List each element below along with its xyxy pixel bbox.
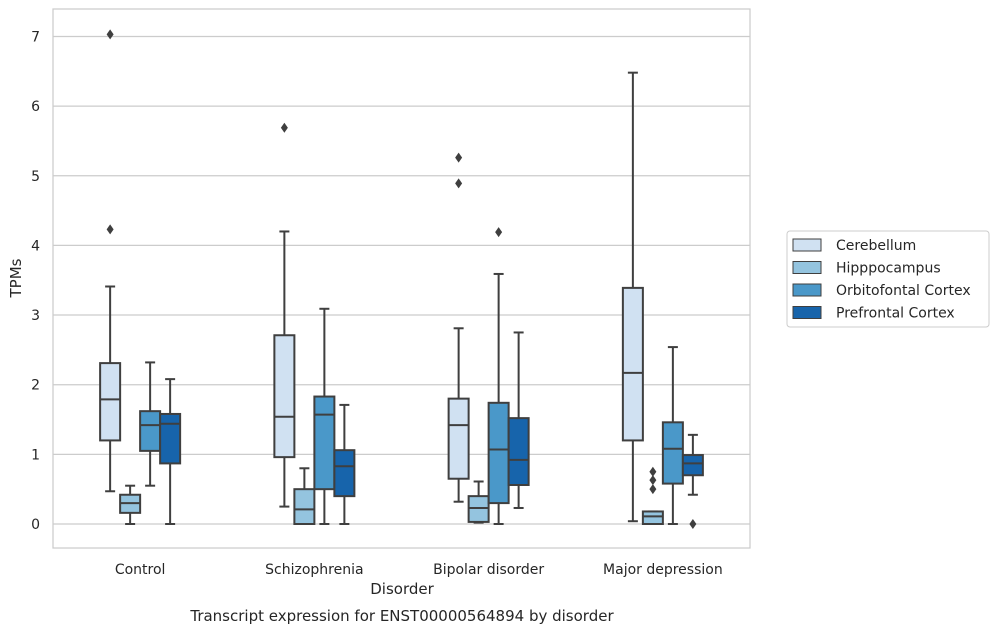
- y-tick-label: 4: [31, 238, 40, 254]
- box-plot: [99, 29, 122, 493]
- box-iqr: [661, 421, 684, 485]
- y-tick-label: 0: [31, 517, 40, 533]
- y-tick-label: 1: [31, 447, 40, 463]
- box-plot: [447, 152, 470, 503]
- box-iqr: [447, 397, 470, 480]
- box-plot: [293, 467, 316, 525]
- box-plot: [507, 331, 530, 509]
- box-iqr: [273, 334, 296, 459]
- outlier-point: [689, 519, 697, 529]
- box-iqr: [99, 362, 122, 442]
- box-iqr: [313, 395, 336, 491]
- outlier-point: [106, 224, 114, 235]
- box-plot: [159, 378, 182, 525]
- outlier-point: [649, 466, 657, 477]
- legend-label: Orbitofontal Cortex: [836, 283, 971, 299]
- outlier-point: [495, 227, 503, 238]
- legend-swatch: [792, 283, 822, 297]
- outlier-point: [455, 152, 463, 163]
- box-plot: [681, 433, 704, 529]
- box-iqr: [681, 454, 704, 477]
- box-plot: [641, 466, 664, 526]
- box-plot: [119, 484, 142, 525]
- box-iqr: [159, 412, 182, 465]
- y-axis-label: TPMs: [7, 258, 25, 298]
- x-tick-label: Control: [115, 562, 166, 578]
- box-plot: [467, 480, 490, 524]
- box-plot: [661, 346, 684, 525]
- legend-frame: [786, 230, 990, 328]
- plot-frame: [52, 8, 751, 549]
- y-tick-label: 3: [31, 308, 40, 324]
- outlier-point: [649, 475, 657, 486]
- box-iqr: [507, 417, 530, 486]
- legend-label: Hipppocampus: [836, 261, 941, 277]
- y-tick-label: 7: [31, 29, 40, 45]
- outlier-point: [455, 178, 463, 189]
- box-plot: [621, 71, 644, 523]
- y-tick-label: 5: [31, 169, 40, 185]
- y-tick-label: 6: [31, 99, 40, 115]
- chart-caption: Transcript expression for ENST0000056489…: [189, 607, 614, 625]
- y-tick-label: 2: [31, 378, 40, 394]
- legend-swatch: [792, 238, 822, 252]
- x-tick-labels: Control Schizophrenia Bipolar disorder Majo…: [115, 562, 723, 578]
- box-series: [99, 29, 704, 529]
- outlier-point: [280, 122, 288, 133]
- box-plot: [139, 361, 162, 487]
- legend-swatch: [792, 306, 822, 319]
- legend-label: Prefrontal Cortex: [836, 306, 955, 322]
- box-iqr: [139, 410, 162, 452]
- box-plot: [273, 122, 296, 508]
- plot-area: [53, 9, 750, 548]
- box-iqr: [641, 510, 664, 526]
- box-plot: [313, 307, 336, 525]
- x-axis-label: Disorder: [370, 580, 434, 598]
- outlier-point: [649, 484, 657, 495]
- outlier-point: [106, 29, 114, 40]
- legend: Cerebellum Hipppocampus Orbitofontal Corte…: [786, 230, 990, 328]
- x-tick-label: Bipolar disorder: [433, 562, 544, 578]
- y-tick-labels: 0 1 2 3 4 5 6 7: [31, 29, 40, 533]
- x-tick-label: Major depression: [603, 562, 723, 578]
- box-iqr: [467, 495, 490, 523]
- box-iqr: [293, 488, 316, 525]
- box-iqr: [487, 401, 510, 505]
- box-iqr: [333, 449, 356, 498]
- box-iqr: [621, 286, 644, 442]
- legend-label: Cerebellum: [836, 238, 916, 254]
- x-tick-label: Schizophrenia: [265, 562, 363, 578]
- legend-swatch: [792, 261, 822, 274]
- box-plot: [333, 403, 356, 525]
